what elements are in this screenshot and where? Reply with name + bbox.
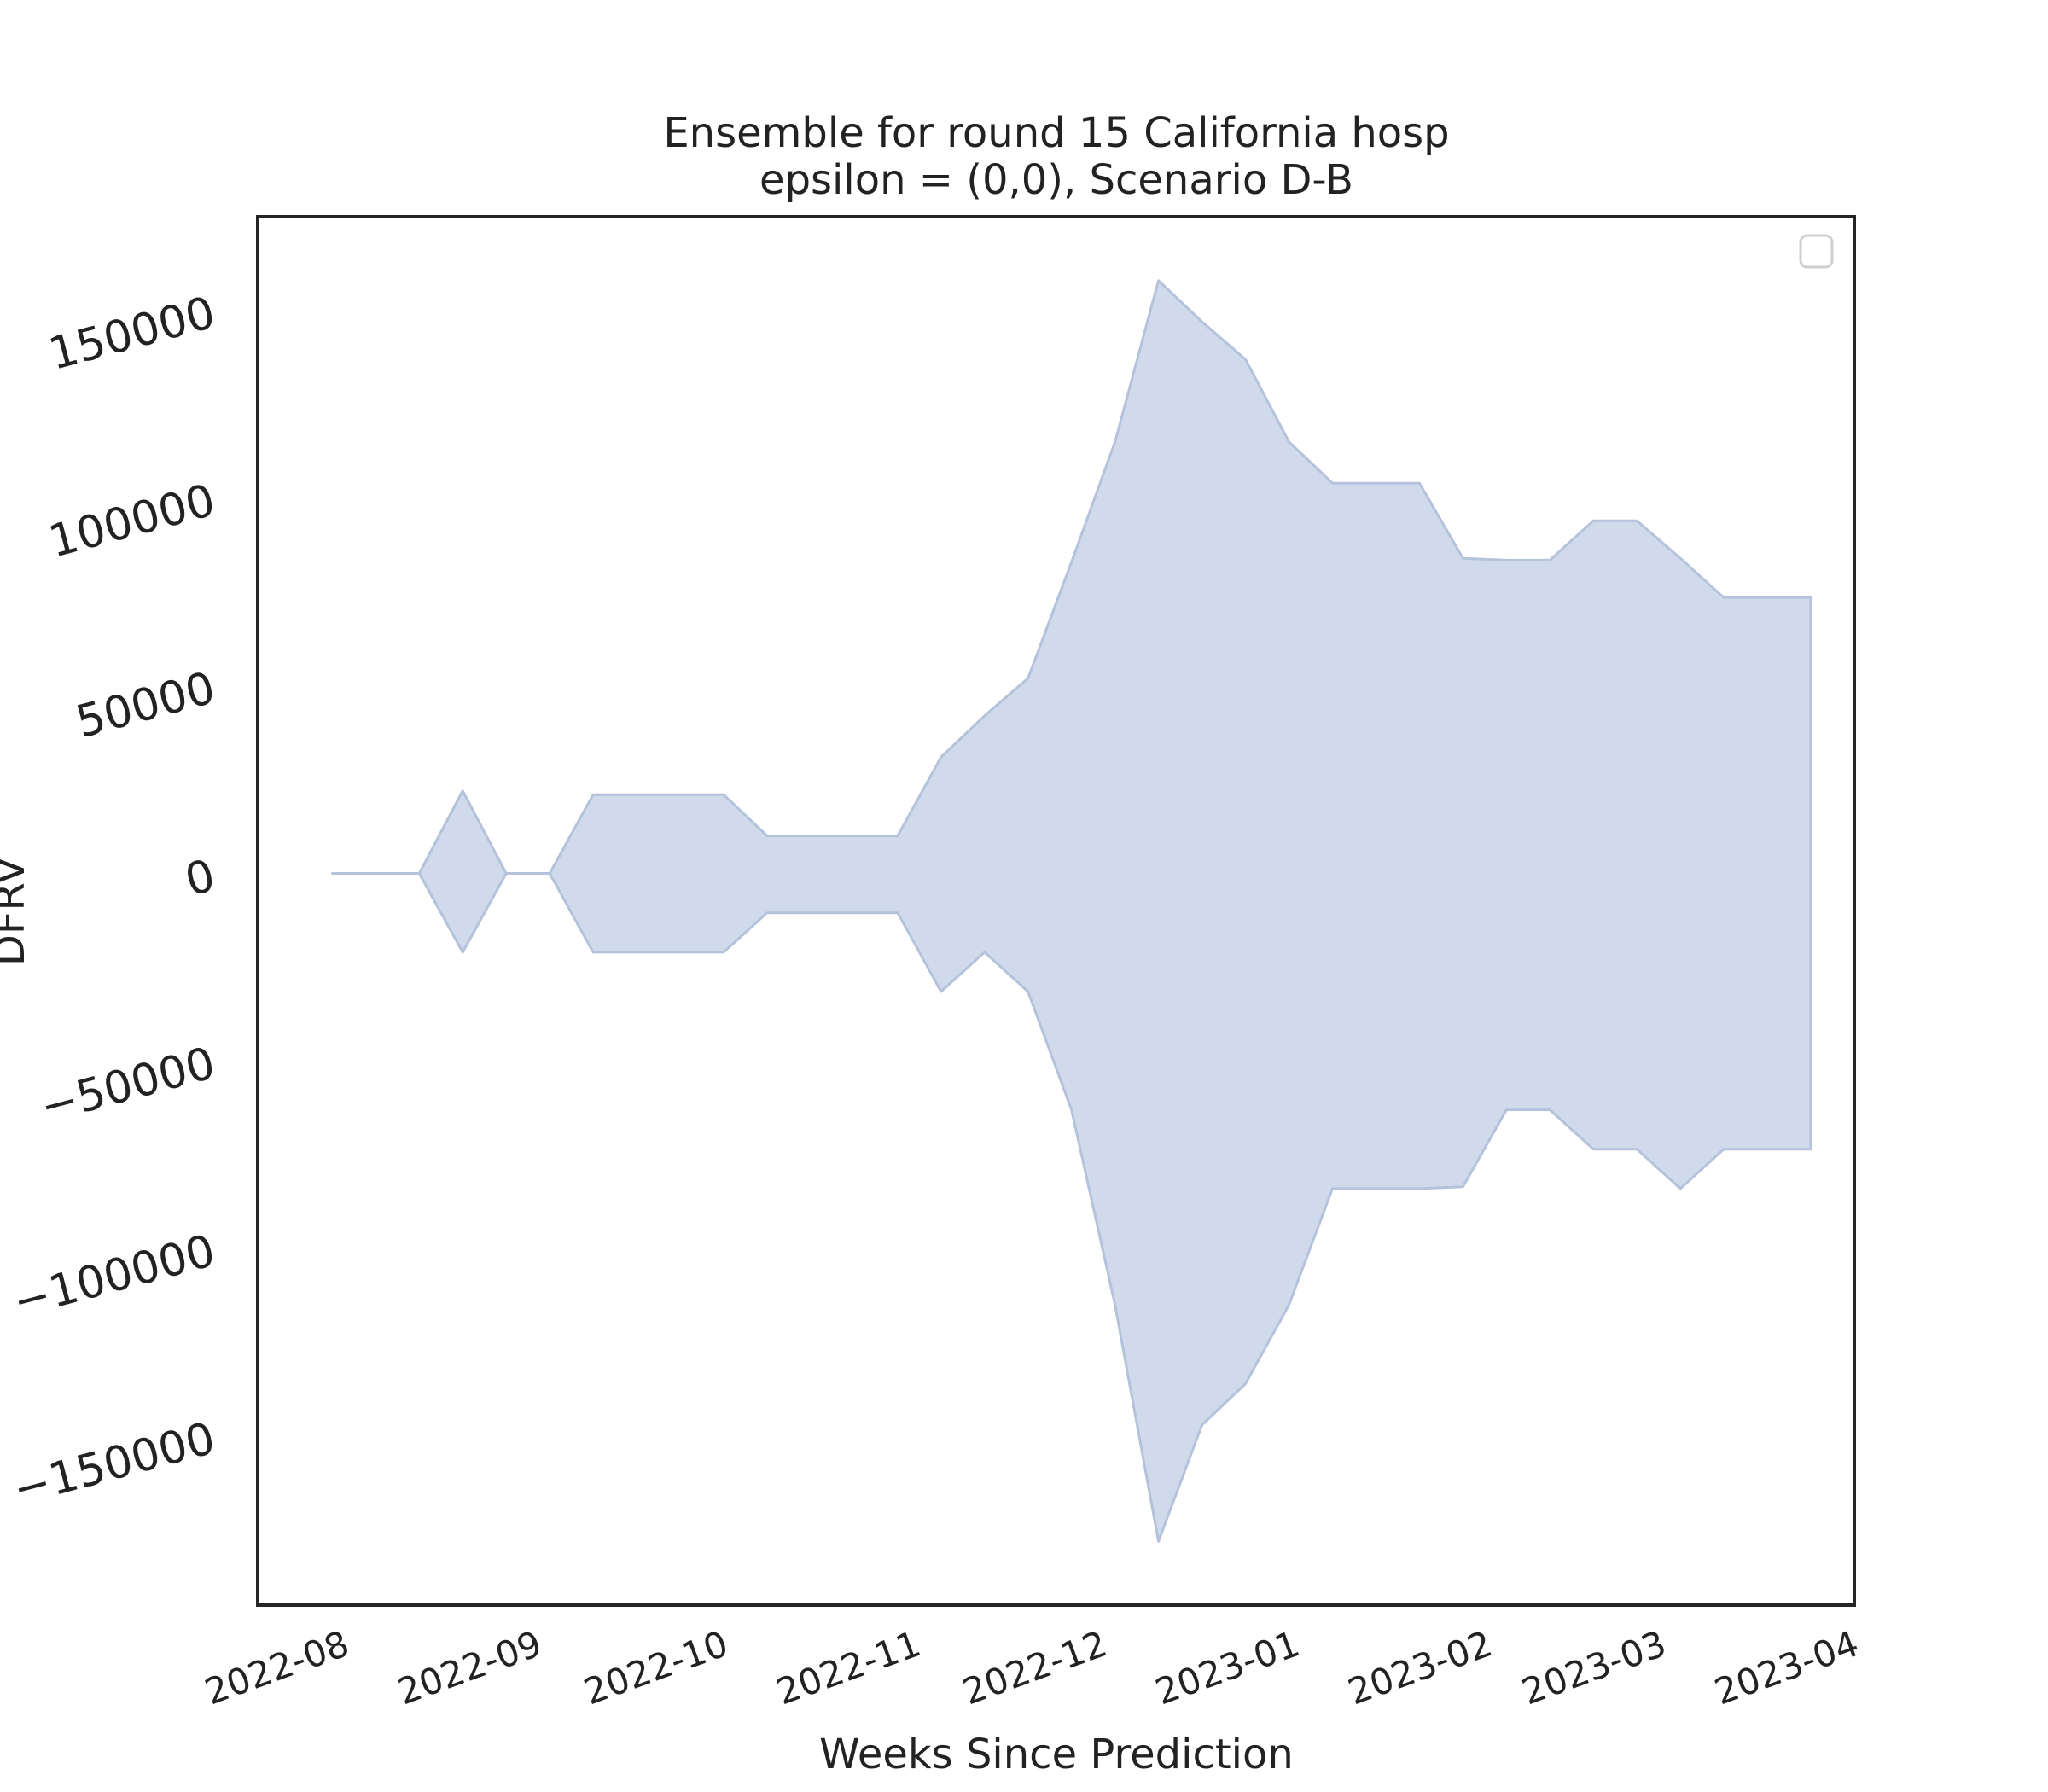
y-tick-label: 0 bbox=[180, 850, 220, 907]
x-axis-ticks: 2022-08 2022-09 2022-10 2022-11 2022-12 2023-… bbox=[200, 1622, 1865, 1713]
y-tick-label: 150000 bbox=[44, 288, 220, 381]
x-tick-label: 2022-11 bbox=[771, 1622, 926, 1713]
legend-box bbox=[1799, 234, 1834, 269]
y-tick-label: −150000 bbox=[8, 1413, 220, 1516]
x-tick-label: 2023-04 bbox=[1709, 1622, 1865, 1713]
y-tick-label: 50000 bbox=[71, 662, 220, 748]
y-tick-label: −50000 bbox=[35, 1038, 220, 1133]
x-tick-label: 2022-08 bbox=[200, 1622, 355, 1713]
plot-area bbox=[256, 215, 1856, 1607]
x-tick-label: 2023-01 bbox=[1150, 1622, 1306, 1713]
y-axis-ticks: 150000 100000 50000 0 −50000 −100000 −150000 bbox=[8, 288, 220, 1516]
y-axis-label: DFRV bbox=[0, 857, 34, 966]
y-tick-label: 100000 bbox=[44, 474, 220, 567]
y-tick-label: −100000 bbox=[8, 1225, 220, 1329]
x-tick-label: 2022-12 bbox=[957, 1622, 1113, 1713]
x-tick-label: 2023-02 bbox=[1342, 1622, 1498, 1713]
chart-title-line-1: Ensemble for round 15 California hosp bbox=[663, 109, 1449, 157]
uncertainty-band bbox=[330, 279, 1812, 1543]
x-tick-label: 2022-10 bbox=[579, 1622, 734, 1713]
chart-title-line-2: epsilon = (0,0), Scenario D-B bbox=[759, 156, 1353, 204]
x-tick-label: 2022-09 bbox=[392, 1622, 547, 1713]
x-axis-label: Weeks Since Prediction bbox=[819, 1731, 1294, 1778]
x-tick-label: 2023-03 bbox=[1516, 1622, 1672, 1713]
plot-frame bbox=[256, 215, 1856, 1607]
